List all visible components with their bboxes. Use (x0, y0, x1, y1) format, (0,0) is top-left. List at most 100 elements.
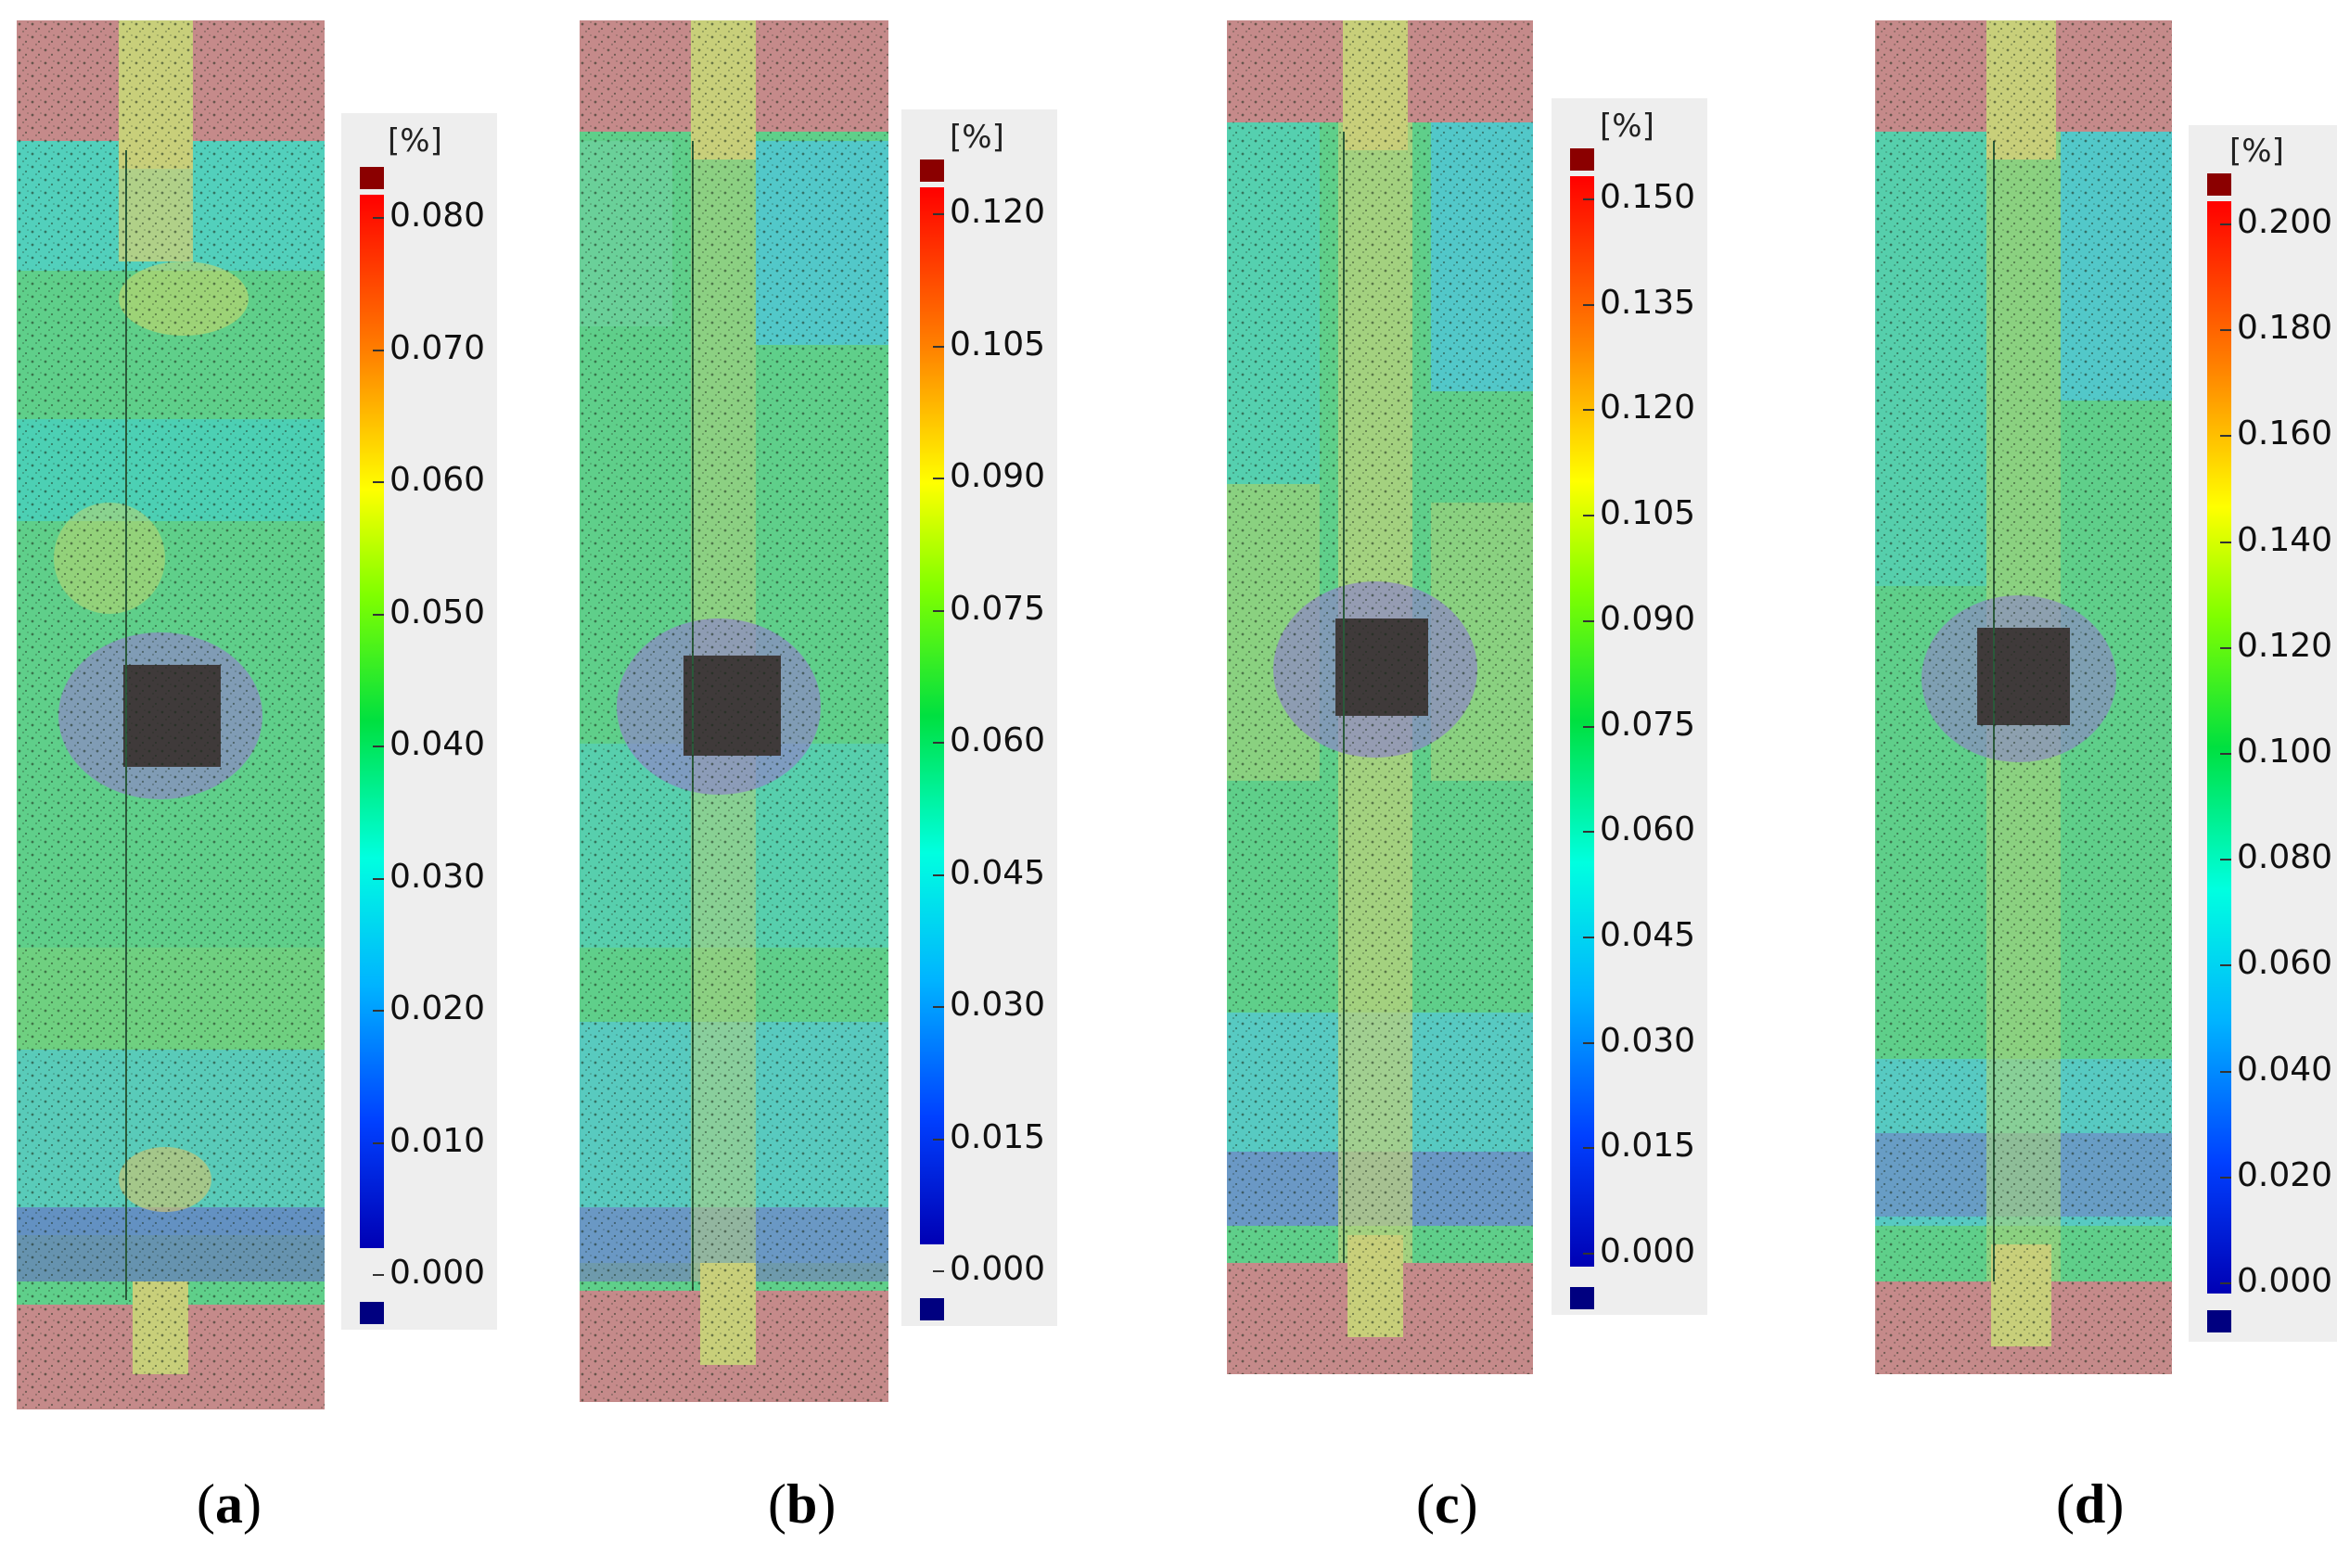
colorbar-tick-label: 0.075 (950, 589, 1046, 628)
colorbar-tick-label: 0.030 (1600, 1021, 1696, 1060)
colorbar-tick-label: 0.075 (1600, 705, 1696, 744)
colorbar-tick-label: 0.000 (1600, 1232, 1696, 1270)
colorbar-gradient (1570, 176, 1594, 1267)
colorbar-tick-label: 0.105 (950, 325, 1046, 363)
colorbar-tick-label: 0.000 (390, 1254, 486, 1292)
colorbar-tick-label: 0.040 (390, 725, 486, 763)
colorbar-tick-label: 0.070 (390, 328, 486, 367)
colorbar-tick-label: 0.020 (2237, 1155, 2333, 1194)
colorbar-bottom-cap (920, 1298, 944, 1320)
colorbar-tick-label: 0.160 (2237, 414, 2333, 453)
colorbar-tick-mark (933, 213, 944, 215)
caption-b: (b) (768, 1473, 836, 1535)
colorbar-tick-label: 0.060 (390, 461, 486, 499)
colorbar-tick-mark (2220, 1176, 2231, 1179)
colorbar-tick-label: 0.000 (950, 1250, 1046, 1288)
colorbar-tick-label: 0.105 (1600, 494, 1696, 533)
colorbar-tick-mark (1583, 303, 1594, 306)
colorbar-gradient (920, 187, 944, 1244)
colorbar-top-cap (2207, 173, 2231, 196)
colorbar-tick-mark (2220, 329, 2231, 332)
colorbar-tick-mark (1583, 1253, 1594, 1255)
colorbar-tick-label: 0.060 (1600, 810, 1696, 849)
colorbar-tick-mark (1583, 1041, 1594, 1044)
colorbar-tick-label: 0.030 (390, 857, 486, 896)
colorbar-tick-mark (933, 1270, 944, 1272)
colorbar-tick-label: 0.010 (390, 1121, 486, 1160)
colorbar-tick-mark (2220, 1282, 2231, 1284)
colorbar-bottom-cap (1570, 1287, 1594, 1309)
colorbar-tick-mark (1583, 831, 1594, 834)
colorbar-top-cap (1570, 148, 1594, 171)
colorbar-tick-label: 0.000 (2237, 1262, 2333, 1300)
colorbar-bottom-cap (2207, 1310, 2231, 1332)
colorbar-tick-label: 0.080 (2237, 838, 2333, 877)
colorbar-tick-label: 0.045 (950, 853, 1046, 892)
colorbar-tick-mark (933, 478, 944, 479)
colorbar-tick-mark (2220, 646, 2231, 649)
colorbar-tick-mark (2220, 435, 2231, 438)
specimen-image-a (17, 20, 325, 1409)
colorbar-tick-label: 0.020 (390, 989, 486, 1027)
colorbar-tick-label: 0.060 (950, 721, 1046, 759)
caption-c: (c) (1416, 1473, 1478, 1535)
colorbar-tick-label: 0.030 (950, 986, 1046, 1024)
colorbar-legend-d: [%] 0.200 0.180 0.160 0.140 0.120 0.100 0.080 0… (2189, 125, 2337, 1342)
colorbar-tick-mark (1583, 515, 1594, 517)
unit-label: [%] (950, 119, 1004, 156)
colorbar-tick-mark (1583, 725, 1594, 728)
colorbar-top-cap (920, 159, 944, 182)
caption-a: (a) (197, 1473, 262, 1535)
colorbar-tick-mark (933, 345, 944, 348)
colorbar-tick-label: 0.180 (2237, 309, 2333, 348)
colorbar-tick-label: 0.120 (950, 193, 1046, 231)
colorbar-tick-label: 0.080 (390, 197, 486, 235)
colorbar-legend-b: [%] 0.120 0.105 0.090 0.075 0.060 0.045 0.030 0… (901, 109, 1057, 1326)
colorbar-tick-label: 0.060 (2237, 944, 2333, 983)
colorbar-tick-label: 0.090 (1600, 599, 1696, 638)
colorbar-tick-mark (933, 1006, 944, 1008)
colorbar-tick-mark (373, 217, 384, 219)
caption-d: (d) (2056, 1473, 2125, 1535)
colorbar-tick-mark (2220, 753, 2231, 755)
colorbar-top-cap (360, 167, 384, 189)
colorbar-tick-mark (933, 742, 944, 744)
colorbar-bottom-cap (360, 1302, 384, 1324)
specimen-image-c (1227, 20, 1533, 1374)
colorbar-legend-c: [%] 0.150 0.135 0.120 0.105 0.090 0.075 0.060 0… (1552, 98, 1707, 1315)
unit-label: [%] (388, 122, 442, 159)
colorbar-tick-label: 0.015 (1600, 1127, 1696, 1166)
colorbar-tick-label: 0.135 (1600, 283, 1696, 322)
colorbar-tick-label: 0.015 (950, 1117, 1046, 1156)
colorbar-gradient (2207, 201, 2231, 1294)
colorbar-tick-mark (373, 877, 384, 880)
colorbar-tick-mark (373, 1274, 384, 1276)
colorbar-tick-mark (2220, 964, 2231, 967)
colorbar-tick-mark (1583, 619, 1594, 622)
specimen-image-d (1875, 20, 2172, 1374)
colorbar-tick-mark (373, 481, 384, 483)
colorbar-tick-mark (933, 873, 944, 876)
colorbar-tick-mark (2220, 223, 2231, 225)
colorbar-tick-mark (1583, 936, 1594, 938)
colorbar-gradient (360, 195, 384, 1248)
colorbar-tick-mark (373, 746, 384, 747)
colorbar-tick-mark (1583, 198, 1594, 200)
specimen-image-b (580, 20, 888, 1402)
colorbar-tick-label: 0.140 (2237, 520, 2333, 559)
colorbar-tick-mark (1583, 409, 1594, 412)
colorbar-tick-mark (373, 1010, 384, 1012)
colorbar-tick-label: 0.120 (2237, 626, 2333, 665)
colorbar-tick-label: 0.045 (1600, 915, 1696, 954)
colorbar-tick-label: 0.150 (1600, 178, 1696, 216)
colorbar-tick-mark (2220, 541, 2231, 543)
colorbar-legend-a: [%] 0.080 0.070 0.060 0.050 0.040 0.030 0.020 0… (341, 113, 497, 1330)
colorbar-tick-mark (373, 613, 384, 616)
colorbar-tick-mark (1583, 1147, 1594, 1150)
colorbar-tick-label: 0.200 (2237, 203, 2333, 241)
unit-label: [%] (2229, 133, 2284, 170)
colorbar-tick-label: 0.040 (2237, 1050, 2333, 1089)
colorbar-tick-label: 0.050 (390, 593, 486, 631)
unit-label: [%] (1600, 108, 1654, 145)
colorbar-tick-label: 0.090 (950, 457, 1046, 495)
